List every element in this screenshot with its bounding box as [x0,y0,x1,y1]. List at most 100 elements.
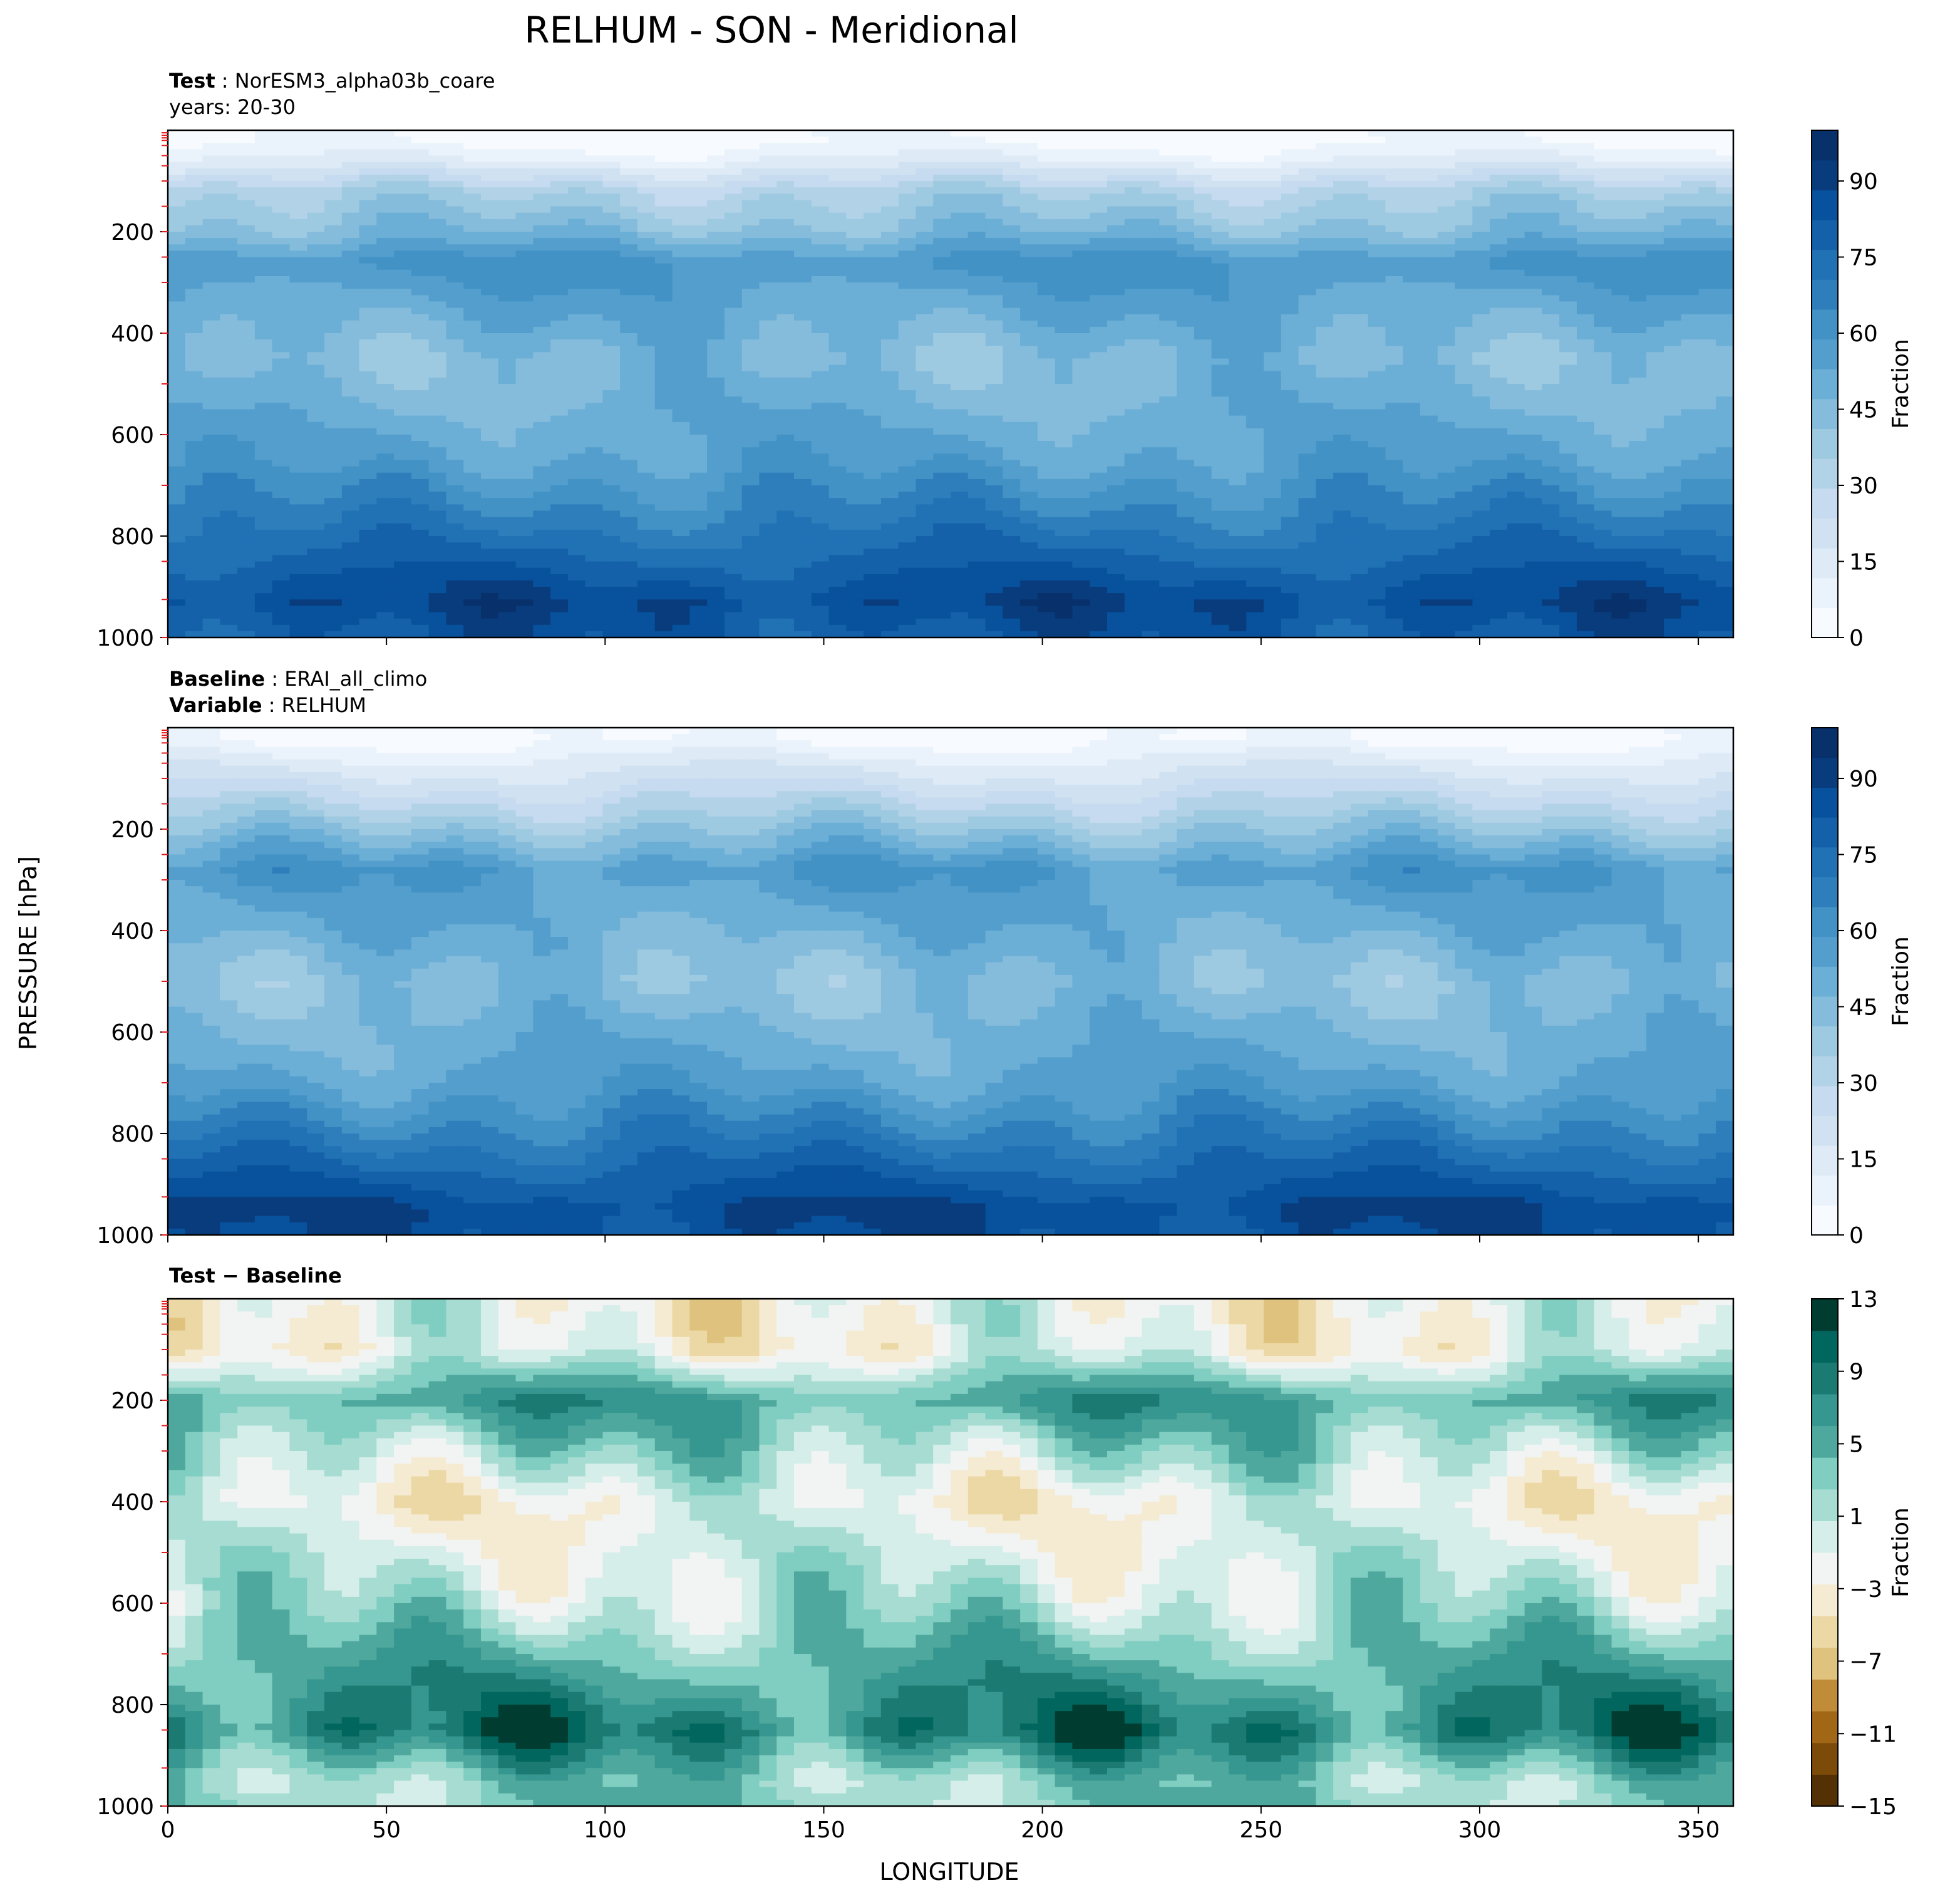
field-cell [220,447,238,454]
field-cell [933,371,951,378]
field-cell [1681,219,1700,226]
field-cell [1090,460,1108,467]
field-cell [1577,447,1595,454]
field-cell [1159,269,1177,277]
field-cell [1333,289,1351,296]
field-cell [1281,364,1299,372]
field-cell [376,200,395,207]
field-cell [1681,314,1700,321]
field-cell [1159,200,1177,207]
field-cell [220,358,238,366]
field-cell [1507,187,1525,194]
field-cell [985,447,1003,454]
field-cell [359,155,377,163]
field-cell [1055,232,1073,239]
field-cell [1629,162,1647,169]
field-cell [1420,371,1438,378]
field-cell [185,181,204,188]
field-cell [1403,168,1421,175]
field-cell [1003,346,1021,353]
field-cell [602,149,621,157]
field-cell [1524,238,1543,245]
field-cell [237,187,255,194]
field-cell [1333,282,1351,289]
field-cell [898,212,917,220]
field-cell [1003,333,1021,340]
field-cell [1663,206,1682,214]
field-cell [776,149,795,157]
field-cell [1437,181,1456,188]
field-cell [707,384,725,391]
field-cell [916,364,934,372]
field-cell [1298,421,1316,429]
field-cell [254,377,273,385]
field-cell [1472,168,1490,175]
field-cell [967,232,986,239]
field-cell [1281,447,1299,454]
field-cell [794,428,812,435]
field-cell [1090,390,1108,397]
field-cell [272,130,291,137]
field-cell [220,244,238,251]
field-cell [585,409,604,416]
field-cell [168,447,186,454]
field-cell [689,478,708,486]
field-cell [376,326,395,334]
field-cell [324,130,343,137]
field-cell [237,276,255,283]
field-cell [1246,168,1264,175]
field-cell [1124,225,1143,232]
field-cell [1072,263,1090,271]
field-cell [289,187,307,194]
field-cell [672,428,690,435]
field-cell [741,453,760,461]
field-cell [254,162,273,169]
field-cell [1385,149,1403,157]
field-cell [637,472,656,480]
field-cell [672,143,690,150]
field-cell [446,155,464,163]
field-cell [1316,137,1334,143]
field-cell [689,137,708,143]
field-cell [602,232,621,239]
field-cell [1055,282,1073,289]
field-cell [916,181,934,188]
field-cell [341,212,360,220]
field-cell [1281,137,1299,143]
field-cell [620,206,638,214]
field-cell [1594,206,1612,214]
field-cell [463,409,482,416]
field-cell [498,301,517,309]
field-cell [1629,250,1647,258]
field-cell [254,187,273,194]
field-cell [585,447,604,454]
field-cell [916,206,934,214]
field-cell [1577,466,1595,473]
field-cell [463,257,482,264]
field-cell [776,409,795,416]
field-cell [1333,447,1351,454]
field-cell [1716,295,1734,302]
field-cell [828,155,847,163]
field-cell [289,181,307,188]
field-cell [202,244,220,251]
field-cell [1264,352,1282,359]
field-cell [1490,352,1508,359]
field-cell [1490,307,1508,315]
field-cell [394,377,412,385]
field-cell [1542,301,1560,309]
field-cell [1681,339,1700,346]
field-cell [1629,472,1647,480]
field-cell [307,371,325,378]
field-cell [341,472,360,480]
field-cell [446,390,464,397]
field-cell [289,289,307,296]
field-cell [515,194,534,200]
field-cell [1159,149,1177,157]
field-cell [1264,320,1282,328]
field-cell [811,232,830,239]
field-cell [585,162,604,169]
field-cell [707,212,725,220]
field-cell [602,295,621,302]
field-cell [1020,415,1038,423]
